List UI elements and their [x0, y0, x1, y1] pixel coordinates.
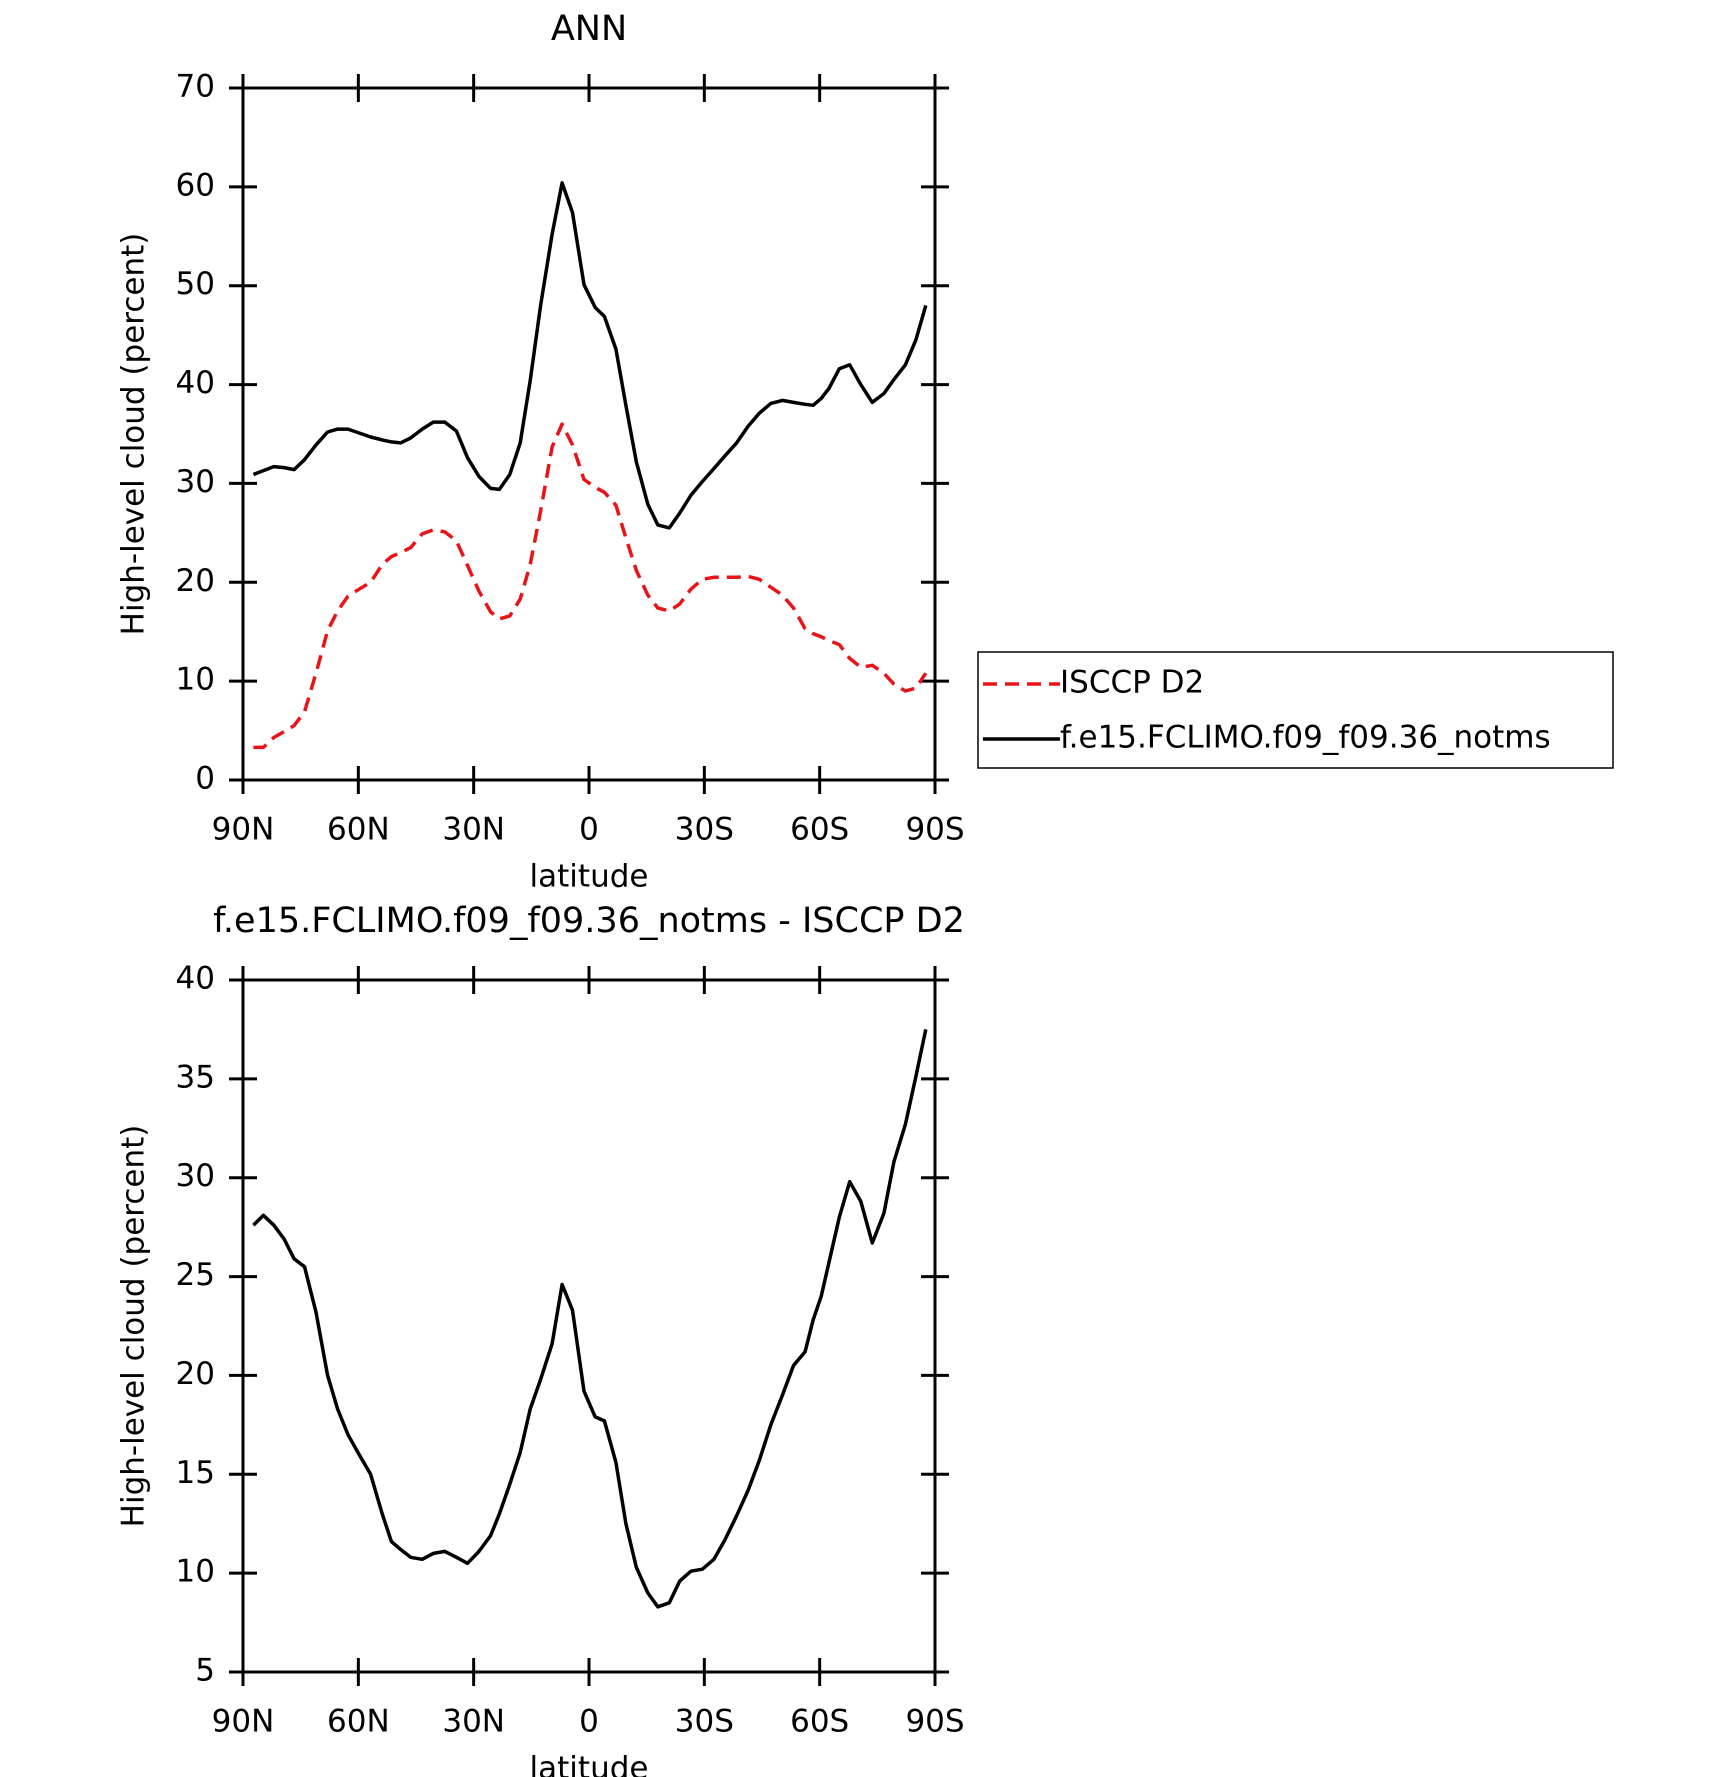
plot-frame	[241, 978, 937, 1674]
x-tick-label: 0	[579, 812, 599, 848]
x-tick-label: 60N	[327, 812, 390, 848]
x-tick-label: 90N	[212, 812, 275, 848]
x-tick-label: 30N	[442, 1704, 505, 1740]
data-line	[252, 181, 928, 530]
y-tick-label: 10	[176, 1554, 215, 1590]
legend-box	[977, 651, 1614, 769]
y-tick-label: 20	[176, 1356, 215, 1392]
chart-title: ANN	[551, 9, 627, 49]
y-tick-label: 70	[176, 69, 215, 105]
x-tick-label: 30S	[675, 1704, 734, 1740]
y-tick-label: 5	[195, 1653, 215, 1689]
y-tick-label: 40	[176, 365, 215, 401]
data-line	[252, 1029, 928, 1609]
x-tick-label: 30S	[675, 812, 734, 848]
y-tick-label: 60	[176, 167, 215, 203]
x-tick-label: 90S	[905, 812, 964, 848]
y-tick-label: 25	[176, 1257, 215, 1293]
y-tick-label: 20	[176, 563, 215, 599]
x-tick-label: 60N	[327, 1704, 390, 1740]
y-tick-label: 0	[195, 761, 215, 797]
y-tick-label: 50	[176, 266, 215, 302]
data-line	[253, 422, 928, 750]
x-tick-label: 30N	[442, 812, 505, 848]
y-axis-label: High-level cloud (percent)	[116, 233, 152, 636]
x-tick-label: 0	[579, 1704, 599, 1740]
y-tick-label: 40	[176, 961, 215, 997]
legend-label: ISCCP D2	[1060, 665, 1204, 701]
y-tick-label: 35	[176, 1059, 215, 1095]
x-axis-label: latitude	[530, 859, 649, 895]
x-tick-label: 60S	[790, 812, 849, 848]
plot-frame	[241, 86, 937, 782]
x-axis-label: latitude	[530, 1751, 649, 1777]
x-tick-label: 60S	[790, 1704, 849, 1740]
y-tick-label: 30	[176, 464, 215, 500]
x-tick-label: 90N	[212, 1704, 275, 1740]
y-tick-label: 30	[176, 1158, 215, 1194]
chart-title: f.e15.FCLIMO.f09_f09.36_notms - ISCCP D2	[213, 901, 965, 941]
x-tick-label: 90S	[905, 1704, 964, 1740]
y-tick-label: 10	[176, 662, 215, 698]
y-tick-label: 15	[176, 1455, 215, 1491]
y-axis-label: High-level cloud (percent)	[116, 1125, 152, 1528]
legend-label: f.e15.FCLIMO.f09_f09.36_notms	[1060, 720, 1551, 756]
